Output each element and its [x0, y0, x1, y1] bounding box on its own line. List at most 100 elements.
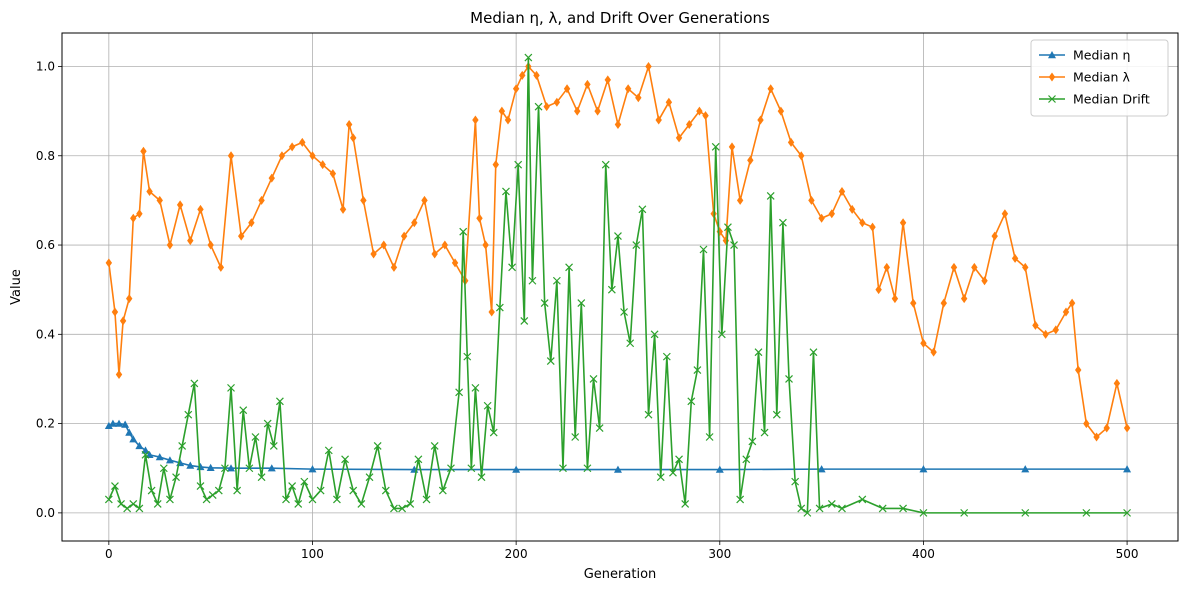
ticks: 0 100 200 300 400 500 0.0 0.2 0.4 0.6 0.8 1.0: [36, 59, 1139, 561]
data-point: [455, 388, 464, 397]
data-point: [472, 115, 479, 125]
data-point: [129, 500, 138, 508]
marker-stroke: [540, 299, 549, 307]
marker-stroke: [1123, 508, 1132, 517]
series-median-lambda: [105, 61, 1131, 442]
marker-stroke: [406, 500, 415, 508]
data-point: [891, 294, 899, 304]
data-point: [130, 213, 137, 223]
data-point: [459, 227, 468, 236]
data-point: [345, 120, 353, 130]
data-point: [245, 464, 254, 473]
data-point: [512, 84, 520, 94]
data-point: [766, 192, 775, 200]
marker-stroke: [184, 410, 193, 419]
data-point: [848, 204, 856, 214]
data-point: [528, 276, 537, 285]
marker-stroke: [614, 232, 622, 241]
marker-stroke: [687, 397, 696, 406]
data-point: [1123, 465, 1132, 473]
data-point: [136, 209, 143, 219]
data-point: [742, 455, 751, 464]
data-point: [655, 115, 662, 125]
marker-stroke: [693, 366, 702, 374]
data-point: [398, 504, 407, 513]
data-point: [123, 504, 132, 513]
data-point: [724, 223, 732, 232]
data-point: [227, 151, 235, 161]
marker-stroke: [172, 473, 180, 482]
data-point: [736, 195, 744, 205]
marker-stroke: [463, 352, 472, 361]
data-point: [919, 508, 928, 517]
marker-stroke: [489, 428, 498, 437]
data-point: [190, 379, 199, 388]
data-point: [121, 420, 130, 428]
data-point: [141, 446, 150, 454]
marker-stroke: [208, 491, 217, 499]
data-point: [754, 348, 763, 357]
data-point: [196, 482, 205, 491]
marker-stroke: [705, 433, 714, 441]
data-point: [635, 93, 642, 103]
data-point: [1022, 262, 1029, 272]
data-point: [267, 464, 276, 472]
data-point: [370, 249, 377, 259]
marker-stroke: [129, 500, 138, 508]
data-point: [601, 160, 610, 169]
data-point: [514, 160, 523, 169]
marker-stroke: [414, 455, 423, 464]
marker-stroke: [159, 464, 168, 473]
data-point: [400, 231, 408, 241]
marker-stroke: [202, 495, 211, 504]
data-point: [220, 464, 229, 473]
marker-stroke: [471, 383, 480, 392]
data-point: [319, 160, 326, 170]
marker-stroke: [508, 263, 516, 272]
data-point: [858, 495, 867, 504]
data-point: [196, 462, 205, 471]
data-point: [991, 231, 998, 241]
data-point: [624, 84, 632, 94]
data-point: [380, 240, 387, 250]
marker-stroke: [123, 504, 132, 513]
data-point: [711, 142, 720, 151]
legend-marker: [1048, 95, 1056, 103]
data-point: [1011, 253, 1019, 263]
marker-stroke: [257, 473, 266, 482]
data-point: [565, 263, 574, 272]
marker-stroke: [269, 441, 278, 450]
marker-stroke: [766, 192, 775, 200]
data-point: [197, 204, 204, 214]
data-point: [638, 205, 647, 214]
data-point: [681, 500, 690, 508]
marker-stroke: [324, 446, 333, 455]
data-point: [899, 218, 907, 228]
data-point: [747, 155, 754, 165]
data-point: [104, 421, 113, 430]
data-point: [492, 160, 499, 170]
data-point: [613, 465, 622, 473]
data-point: [172, 473, 180, 482]
marker-stroke: [495, 303, 504, 312]
y-tick-label: 0.4: [36, 327, 55, 341]
marker-stroke: [245, 464, 254, 473]
marker-stroke: [1021, 508, 1030, 517]
data-point: [308, 495, 317, 504]
y-tick-label: 0.2: [36, 417, 55, 431]
marker-stroke: [899, 504, 907, 513]
series-median-drift: [104, 53, 1132, 517]
data-point: [115, 419, 124, 427]
data-point: [300, 477, 309, 486]
data-point: [869, 222, 876, 232]
x-tick-label: 500: [1116, 547, 1139, 561]
data-point: [878, 504, 887, 513]
y-tick-label: 0.0: [36, 506, 55, 520]
data-point: [875, 285, 882, 295]
data-point: [838, 504, 846, 513]
marker-stroke: [141, 450, 150, 459]
marker-stroke: [595, 424, 604, 432]
data-point: [717, 330, 726, 339]
legend: Median η Median λ Median Drift: [1030, 39, 1169, 117]
data-point: [559, 464, 567, 473]
